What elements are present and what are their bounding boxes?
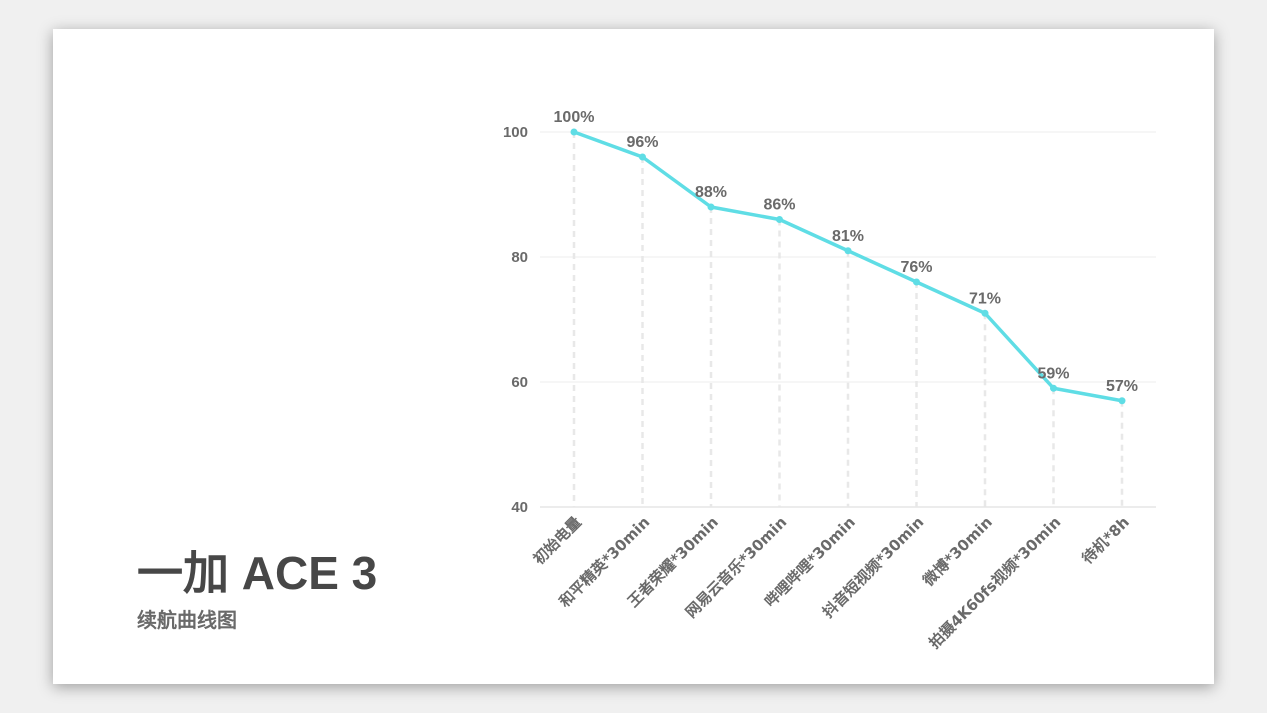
data-labels: 100% 96% 88% 86% 81% 76% 71% 59% 57% — [554, 109, 1138, 395]
x-tick-label: 待机*8h — [1078, 513, 1132, 567]
y-tick-label: 100 — [503, 124, 528, 141]
data-point — [639, 153, 646, 161]
data-point — [913, 278, 920, 286]
page-subtitle: 续航曲线图 — [137, 610, 237, 632]
data-point — [1050, 384, 1057, 392]
data-label: 57% — [1106, 378, 1138, 395]
data-label: 88% — [695, 184, 727, 201]
data-label: 81% — [832, 228, 864, 245]
drop-lines — [572, 132, 1124, 507]
y-axis-ticks: 100 80 60 40 — [503, 124, 528, 516]
data-point — [707, 203, 715, 211]
x-tick-label: 拍摄4K60fs视频*30min — [925, 513, 1064, 652]
page-title: 一加 ACE 3 — [137, 547, 378, 599]
data-point — [776, 216, 783, 223]
y-tick-label: 40 — [511, 499, 528, 516]
slide-card — [53, 29, 1214, 684]
y-tick-label: 60 — [511, 374, 528, 391]
data-label: 76% — [900, 259, 932, 276]
x-tick-label: 初始电量 — [530, 513, 585, 568]
y-tick-label: 80 — [511, 249, 528, 266]
data-label: 100% — [554, 109, 595, 126]
data-point — [1118, 397, 1126, 405]
data-label: 59% — [1037, 365, 1069, 382]
data-point — [844, 247, 852, 255]
data-label: 86% — [763, 197, 795, 214]
series-layer — [570, 128, 1126, 405]
data-point — [570, 128, 578, 136]
data-point — [981, 309, 989, 317]
data-label: 71% — [969, 290, 1001, 307]
x-tick-label: 微博*30min — [919, 513, 996, 590]
data-label: 96% — [626, 134, 658, 151]
x-axis-ticks: 初始电量和平精英*30min王者荣耀*30min网易云音乐*30min哔哩哔哩*… — [530, 513, 1133, 652]
